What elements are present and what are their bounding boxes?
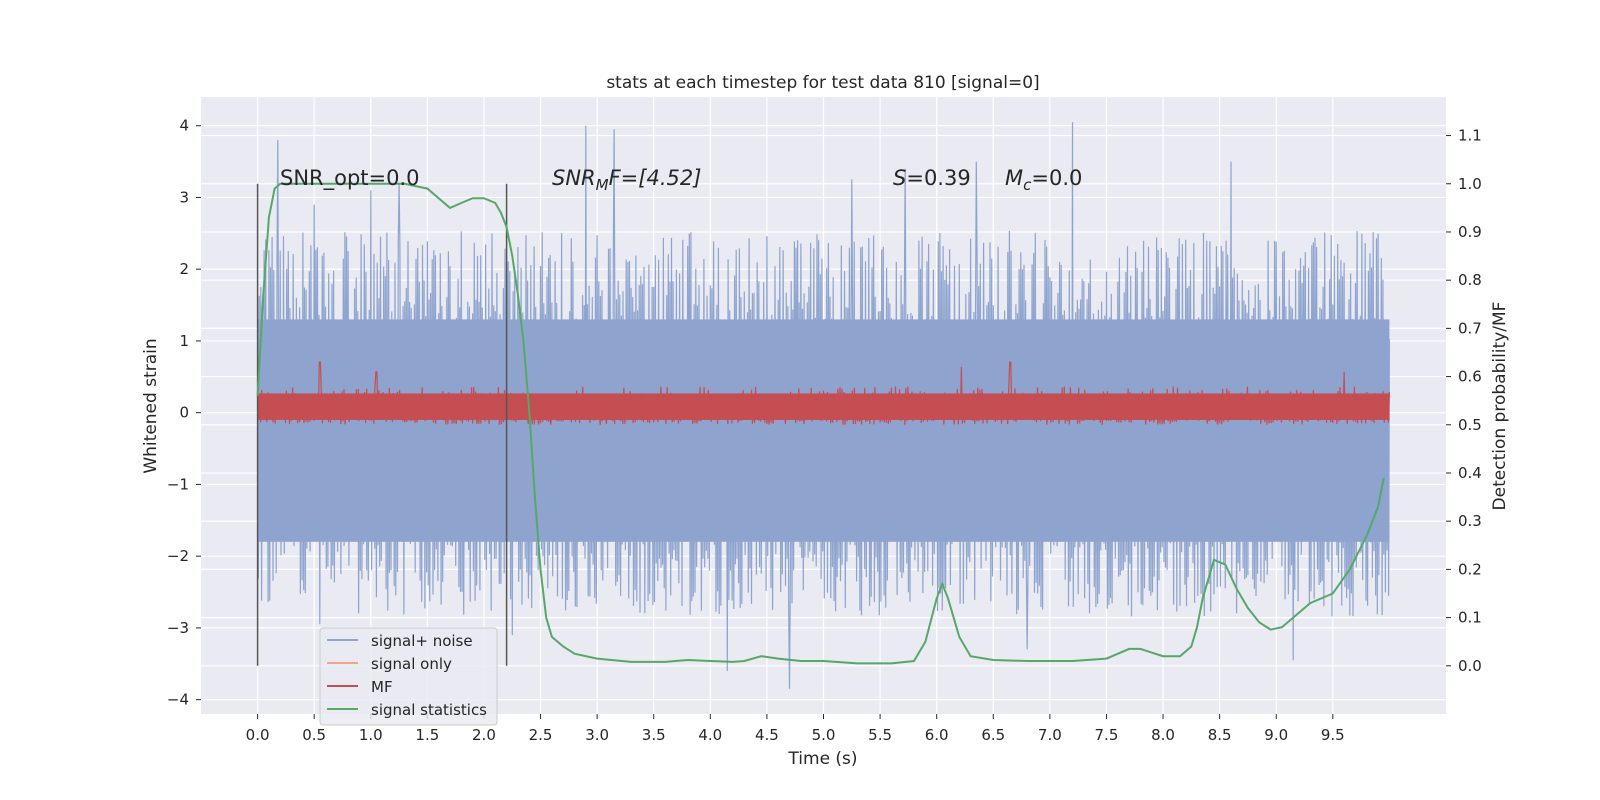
y2-tick-label: 0.5 [1458, 416, 1482, 434]
legend-box [319, 627, 498, 726]
legend: signal+ noise signal only MF signal stat… [319, 627, 498, 726]
y2-tick-label: 0.9 [1458, 223, 1482, 241]
mf-line [257, 361, 1390, 425]
x-tick-label: 0.0 [246, 726, 270, 744]
y2-tick-label: 0.0 [1458, 657, 1482, 675]
y2-tick-label: 0.6 [1458, 368, 1482, 386]
s-annotation: S=0.39 [893, 166, 971, 190]
vertical-markers [256, 183, 508, 666]
legend-label-signal-noise: signal+ noise [371, 632, 473, 650]
x-axis-label: Time (s) [787, 749, 857, 769]
y2-tick-label: 0.2 [1458, 560, 1482, 578]
y-tick-label: 1 [179, 332, 189, 350]
x-tick-label: 4.5 [755, 726, 779, 744]
x-tick-label: 7.0 [1038, 726, 1062, 744]
y2-tick-label: 0.4 [1458, 464, 1482, 482]
y-tick-label: 2 [179, 260, 189, 278]
y-tick-label: 3 [179, 188, 189, 206]
y-tick-label: −1 [167, 475, 189, 493]
y2-tick-label: 1.0 [1458, 175, 1482, 193]
x-tick-label: 8.0 [1151, 726, 1175, 744]
y2-tick-label: 0.1 [1458, 609, 1482, 627]
mc-annotation: Mc=0.0 [1005, 166, 1082, 194]
snr-mf-annotation: SNRMF=[4.52] [552, 166, 701, 194]
chart-title: stats at each timestep for test data 810… [606, 73, 1039, 93]
legend-label-mf: MF [371, 678, 393, 696]
x-tick-label: 4.0 [698, 726, 722, 744]
y-tick-label: −2 [167, 547, 189, 565]
x-tick-label: 8.5 [1208, 726, 1232, 744]
legend-label-signal-only: signal only [371, 655, 452, 673]
x-tick-label: 1.5 [415, 726, 439, 744]
tick-labels: 0.0 0.5 1.0 1.5 2.0 2.5 3.0 3.5 4.0 4.5 5.0 5.5 6.0 6… [167, 117, 1482, 744]
signal-statistics-series [256, 182, 1385, 665]
y2-tick-label: 1.1 [1458, 127, 1482, 145]
x-tick-label: 2.0 [472, 726, 496, 744]
y-tick-label: −3 [167, 619, 189, 637]
snr-opt-annotation: SNR_opt=0.0 [280, 166, 420, 191]
x-tick-label: 5.0 [812, 726, 836, 744]
x-tick-label: 3.0 [585, 726, 609, 744]
x-tick-label: 9.0 [1264, 726, 1288, 744]
y-tick-label: 0 [179, 404, 189, 422]
y2-tick-label: 0.8 [1458, 271, 1482, 289]
x-tick-label: 9.5 [1321, 726, 1345, 744]
x-tick-label: 6.5 [981, 726, 1005, 744]
y-tick-label: 4 [179, 117, 189, 135]
x-tick-label: 7.5 [1095, 726, 1119, 744]
mf-series [257, 361, 1390, 425]
y-axis-label: Whitened strain [141, 338, 161, 473]
signal-statistics-line [256, 182, 1385, 665]
signal-noise-series [257, 122, 1390, 689]
y2-axis-label: Detection probability/MF [1490, 302, 1510, 511]
x-tick-label: 1.0 [359, 726, 383, 744]
signal-noise-line [257, 122, 1390, 689]
y-tick-label: −4 [167, 691, 189, 709]
x-tick-label: 5.5 [868, 726, 892, 744]
y2-tick-label: 0.3 [1458, 512, 1482, 530]
x-tick-label: 0.5 [302, 726, 326, 744]
x-tick-label: 3.5 [642, 726, 666, 744]
legend-label-signal-statistics: signal statistics [371, 701, 487, 719]
x-tick-label: 2.5 [529, 726, 553, 744]
x-tick-label: 6.0 [925, 726, 949, 744]
y2-tick-label: 0.7 [1458, 319, 1482, 337]
